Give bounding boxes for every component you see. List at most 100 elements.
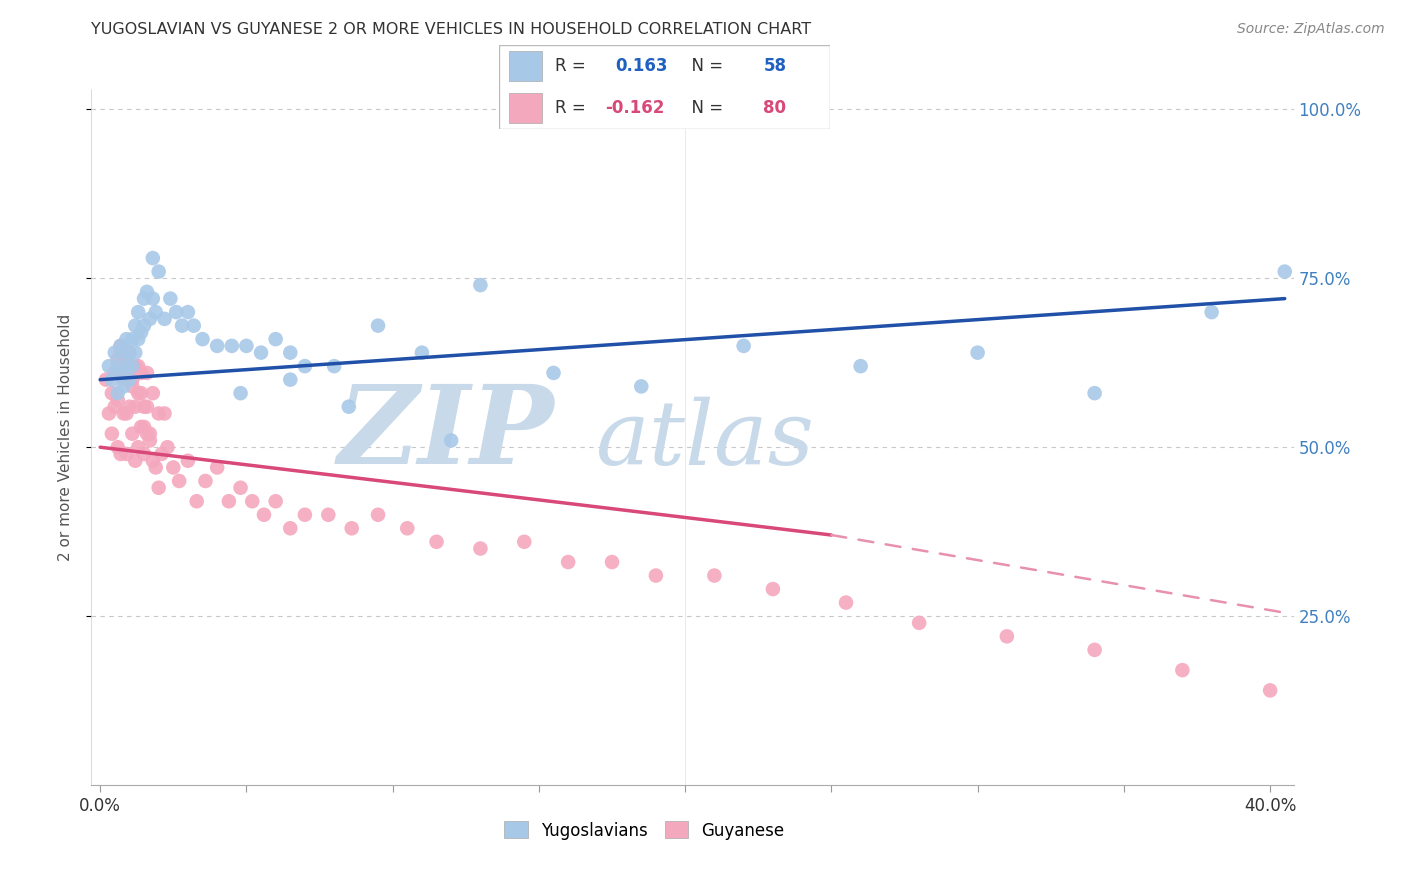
Bar: [509, 51, 543, 81]
Point: [644, 568, 666, 582]
Point: [630, 379, 652, 393]
Point: [318, 508, 340, 522]
Point: [733, 339, 755, 353]
Point: [159, 292, 181, 306]
Point: [129, 386, 152, 401]
Point: [367, 508, 389, 522]
Point: [142, 454, 165, 468]
Point: [153, 406, 176, 420]
Point: [396, 521, 419, 535]
Point: [153, 311, 176, 326]
Point: [762, 582, 785, 596]
Text: N =: N =: [681, 99, 728, 117]
Point: [600, 555, 623, 569]
Point: [118, 366, 141, 380]
Point: [278, 345, 301, 359]
Point: [703, 568, 725, 582]
Point: [115, 332, 138, 346]
Point: [124, 400, 146, 414]
Point: [107, 359, 129, 373]
Point: [145, 305, 167, 319]
Point: [121, 426, 143, 441]
FancyBboxPatch shape: [499, 45, 830, 129]
Text: 0.163: 0.163: [614, 57, 668, 75]
Point: [908, 615, 931, 630]
Point: [1201, 305, 1223, 319]
Point: [253, 508, 276, 522]
Point: [112, 366, 135, 380]
Point: [470, 541, 492, 556]
Point: [110, 339, 132, 353]
Point: [294, 359, 316, 373]
Point: [557, 555, 579, 569]
Point: [112, 406, 135, 420]
Point: [470, 278, 492, 293]
Point: [250, 345, 273, 359]
Point: [139, 426, 162, 441]
Point: [139, 434, 162, 448]
Point: [136, 426, 159, 441]
Point: [191, 332, 214, 346]
Point: [115, 359, 138, 373]
Point: [107, 392, 129, 407]
Point: [104, 366, 127, 380]
Point: [218, 494, 240, 508]
Point: [264, 494, 287, 508]
Text: R =: R =: [555, 57, 592, 75]
Point: [162, 460, 184, 475]
Point: [205, 460, 228, 475]
Point: [129, 420, 152, 434]
Point: [118, 400, 141, 414]
Point: [127, 386, 149, 401]
Point: [156, 440, 179, 454]
Point: [121, 332, 143, 346]
Point: [118, 373, 141, 387]
Point: [129, 326, 152, 340]
Point: [966, 345, 988, 359]
Point: [104, 345, 127, 359]
Text: R =: R =: [555, 99, 592, 117]
Text: N =: N =: [681, 57, 728, 75]
Point: [110, 366, 132, 380]
Point: [132, 318, 155, 333]
Point: [124, 359, 146, 373]
Legend: Yugoslavians, Guyanese: Yugoslavians, Guyanese: [498, 814, 792, 847]
Point: [127, 440, 149, 454]
Y-axis label: 2 or more Vehicles in Household: 2 or more Vehicles in Household: [58, 313, 73, 561]
Point: [107, 352, 129, 367]
Point: [110, 447, 132, 461]
Point: [278, 521, 301, 535]
Point: [221, 339, 243, 353]
Point: [129, 366, 152, 380]
Point: [411, 345, 433, 359]
Point: [127, 305, 149, 319]
Point: [112, 345, 135, 359]
Point: [186, 494, 208, 508]
Point: [145, 460, 167, 475]
Point: [340, 521, 363, 535]
Point: [115, 447, 138, 461]
Point: [194, 474, 217, 488]
Point: [177, 305, 200, 319]
Point: [229, 386, 252, 401]
Point: [136, 366, 159, 380]
Point: [323, 359, 346, 373]
Point: [121, 379, 143, 393]
Point: [115, 406, 138, 420]
Point: [264, 332, 287, 346]
Point: [142, 251, 165, 265]
Point: [127, 359, 149, 373]
Point: [229, 481, 252, 495]
Point: [440, 434, 463, 448]
Text: -0.162: -0.162: [605, 99, 664, 117]
Point: [1171, 663, 1194, 677]
Point: [112, 373, 135, 387]
Point: [150, 447, 173, 461]
Point: [1258, 683, 1281, 698]
Point: [294, 508, 316, 522]
Point: [107, 386, 129, 401]
Point: [112, 379, 135, 393]
Point: [124, 345, 146, 359]
Point: [107, 440, 129, 454]
Point: [132, 400, 155, 414]
